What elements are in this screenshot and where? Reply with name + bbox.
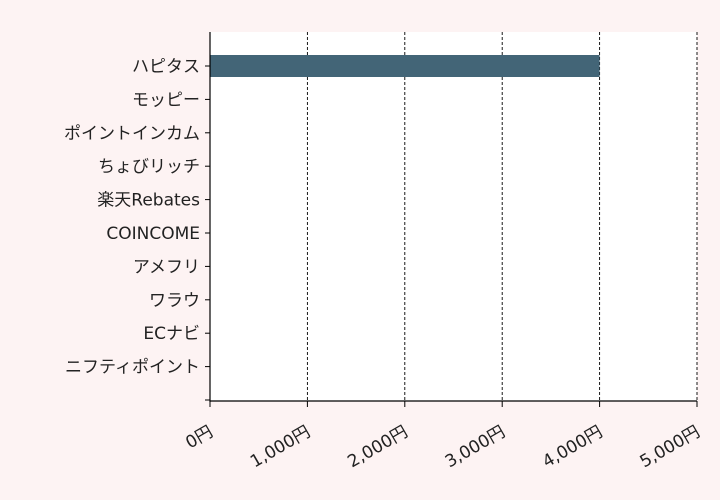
x-tick-label: 3,000円 [442, 422, 509, 472]
plot-area [210, 32, 697, 401]
x-tick-label: 4,000円 [539, 422, 606, 472]
grid-lines [306, 32, 698, 401]
category-label: ワラウ [149, 291, 200, 311]
category-label: ニフティポイント [65, 358, 200, 378]
x-tick-label: 1,000円 [247, 422, 314, 472]
x-tick-label: 0円 [182, 422, 216, 453]
x-tick-label: 2,000円 [344, 422, 411, 472]
category-label: モッピー [132, 90, 200, 110]
x-tick-labels: 0円 1,000円 2,000円 3,000円 4,000円 5,000円 [182, 422, 703, 472]
category-label: ちょびリッチ [98, 157, 200, 177]
category-label: ポイントインカム [64, 124, 200, 144]
category-label: ハピタス [132, 57, 200, 77]
category-label: COINCOME [106, 224, 200, 244]
category-label: 楽天Rebates [97, 191, 200, 211]
axes [205, 32, 698, 407]
x-tick-label: 5,000円 [637, 422, 704, 472]
bar [210, 55, 600, 77]
bars [210, 55, 600, 77]
category-label: アメフリ [133, 257, 200, 277]
category-label: ECナビ [143, 324, 200, 344]
